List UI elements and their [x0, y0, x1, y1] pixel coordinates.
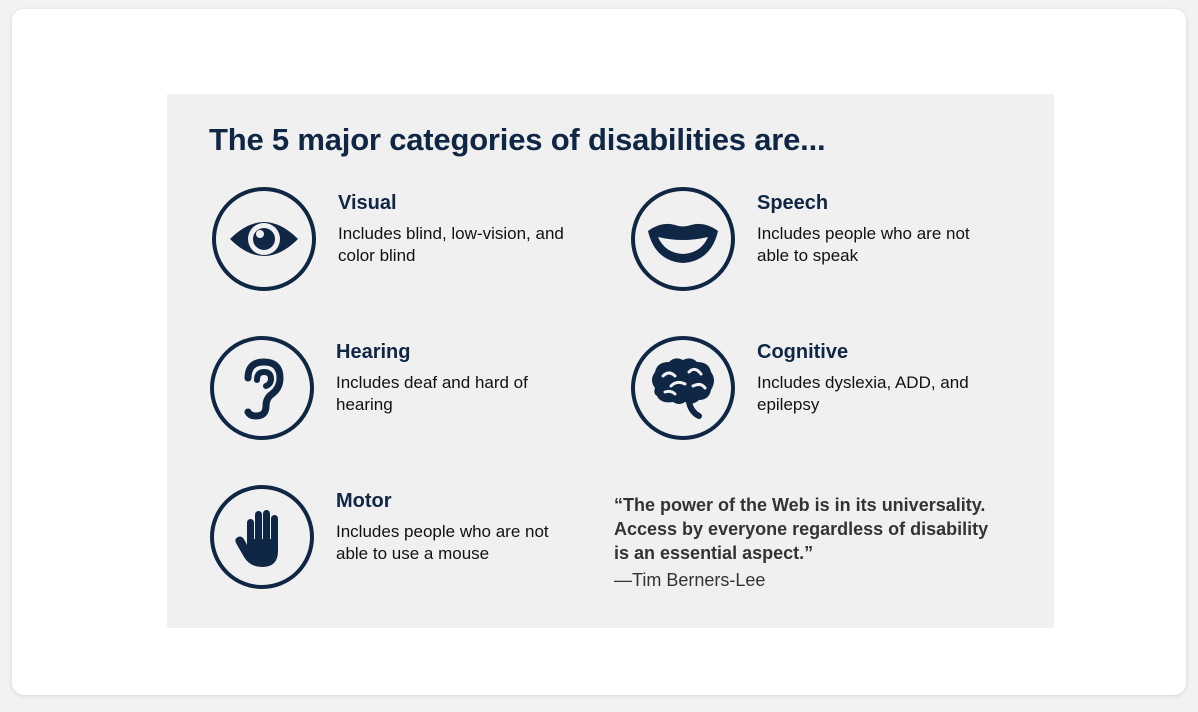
- category-description: Includes dyslexia, ADD, and epilepsy: [757, 373, 969, 414]
- infographic-panel: The 5 major categories of disabilities a…: [167, 94, 1054, 628]
- category-name: Hearing: [336, 341, 411, 363]
- category-name: Speech: [757, 192, 829, 214]
- category-description: Includes people who are not able to spea…: [757, 224, 970, 265]
- hand-icon: [210, 485, 314, 589]
- quote-author: —Tim Berners-Lee: [614, 570, 766, 590]
- page-title: The 5 major categories of disabilities a…: [209, 122, 826, 157]
- category-description: Includes deaf and hard of hearing: [336, 373, 528, 414]
- ear-icon: [210, 336, 314, 440]
- category-name: Cognitive: [757, 341, 849, 363]
- category-name: Motor: [336, 490, 392, 512]
- category-name: Visual: [338, 192, 397, 214]
- lips-icon: [631, 187, 735, 291]
- category-description: Includes people who are not able to use …: [336, 522, 549, 563]
- category-description: Includes blind, low-vision, and color bl…: [338, 224, 564, 265]
- brain-icon: [631, 336, 735, 440]
- quote-text: “The power of the Web is in its universa…: [614, 495, 989, 563]
- slide-card: The 5 major categories of disabilities a…: [12, 9, 1186, 695]
- eye-icon: [212, 187, 316, 291]
